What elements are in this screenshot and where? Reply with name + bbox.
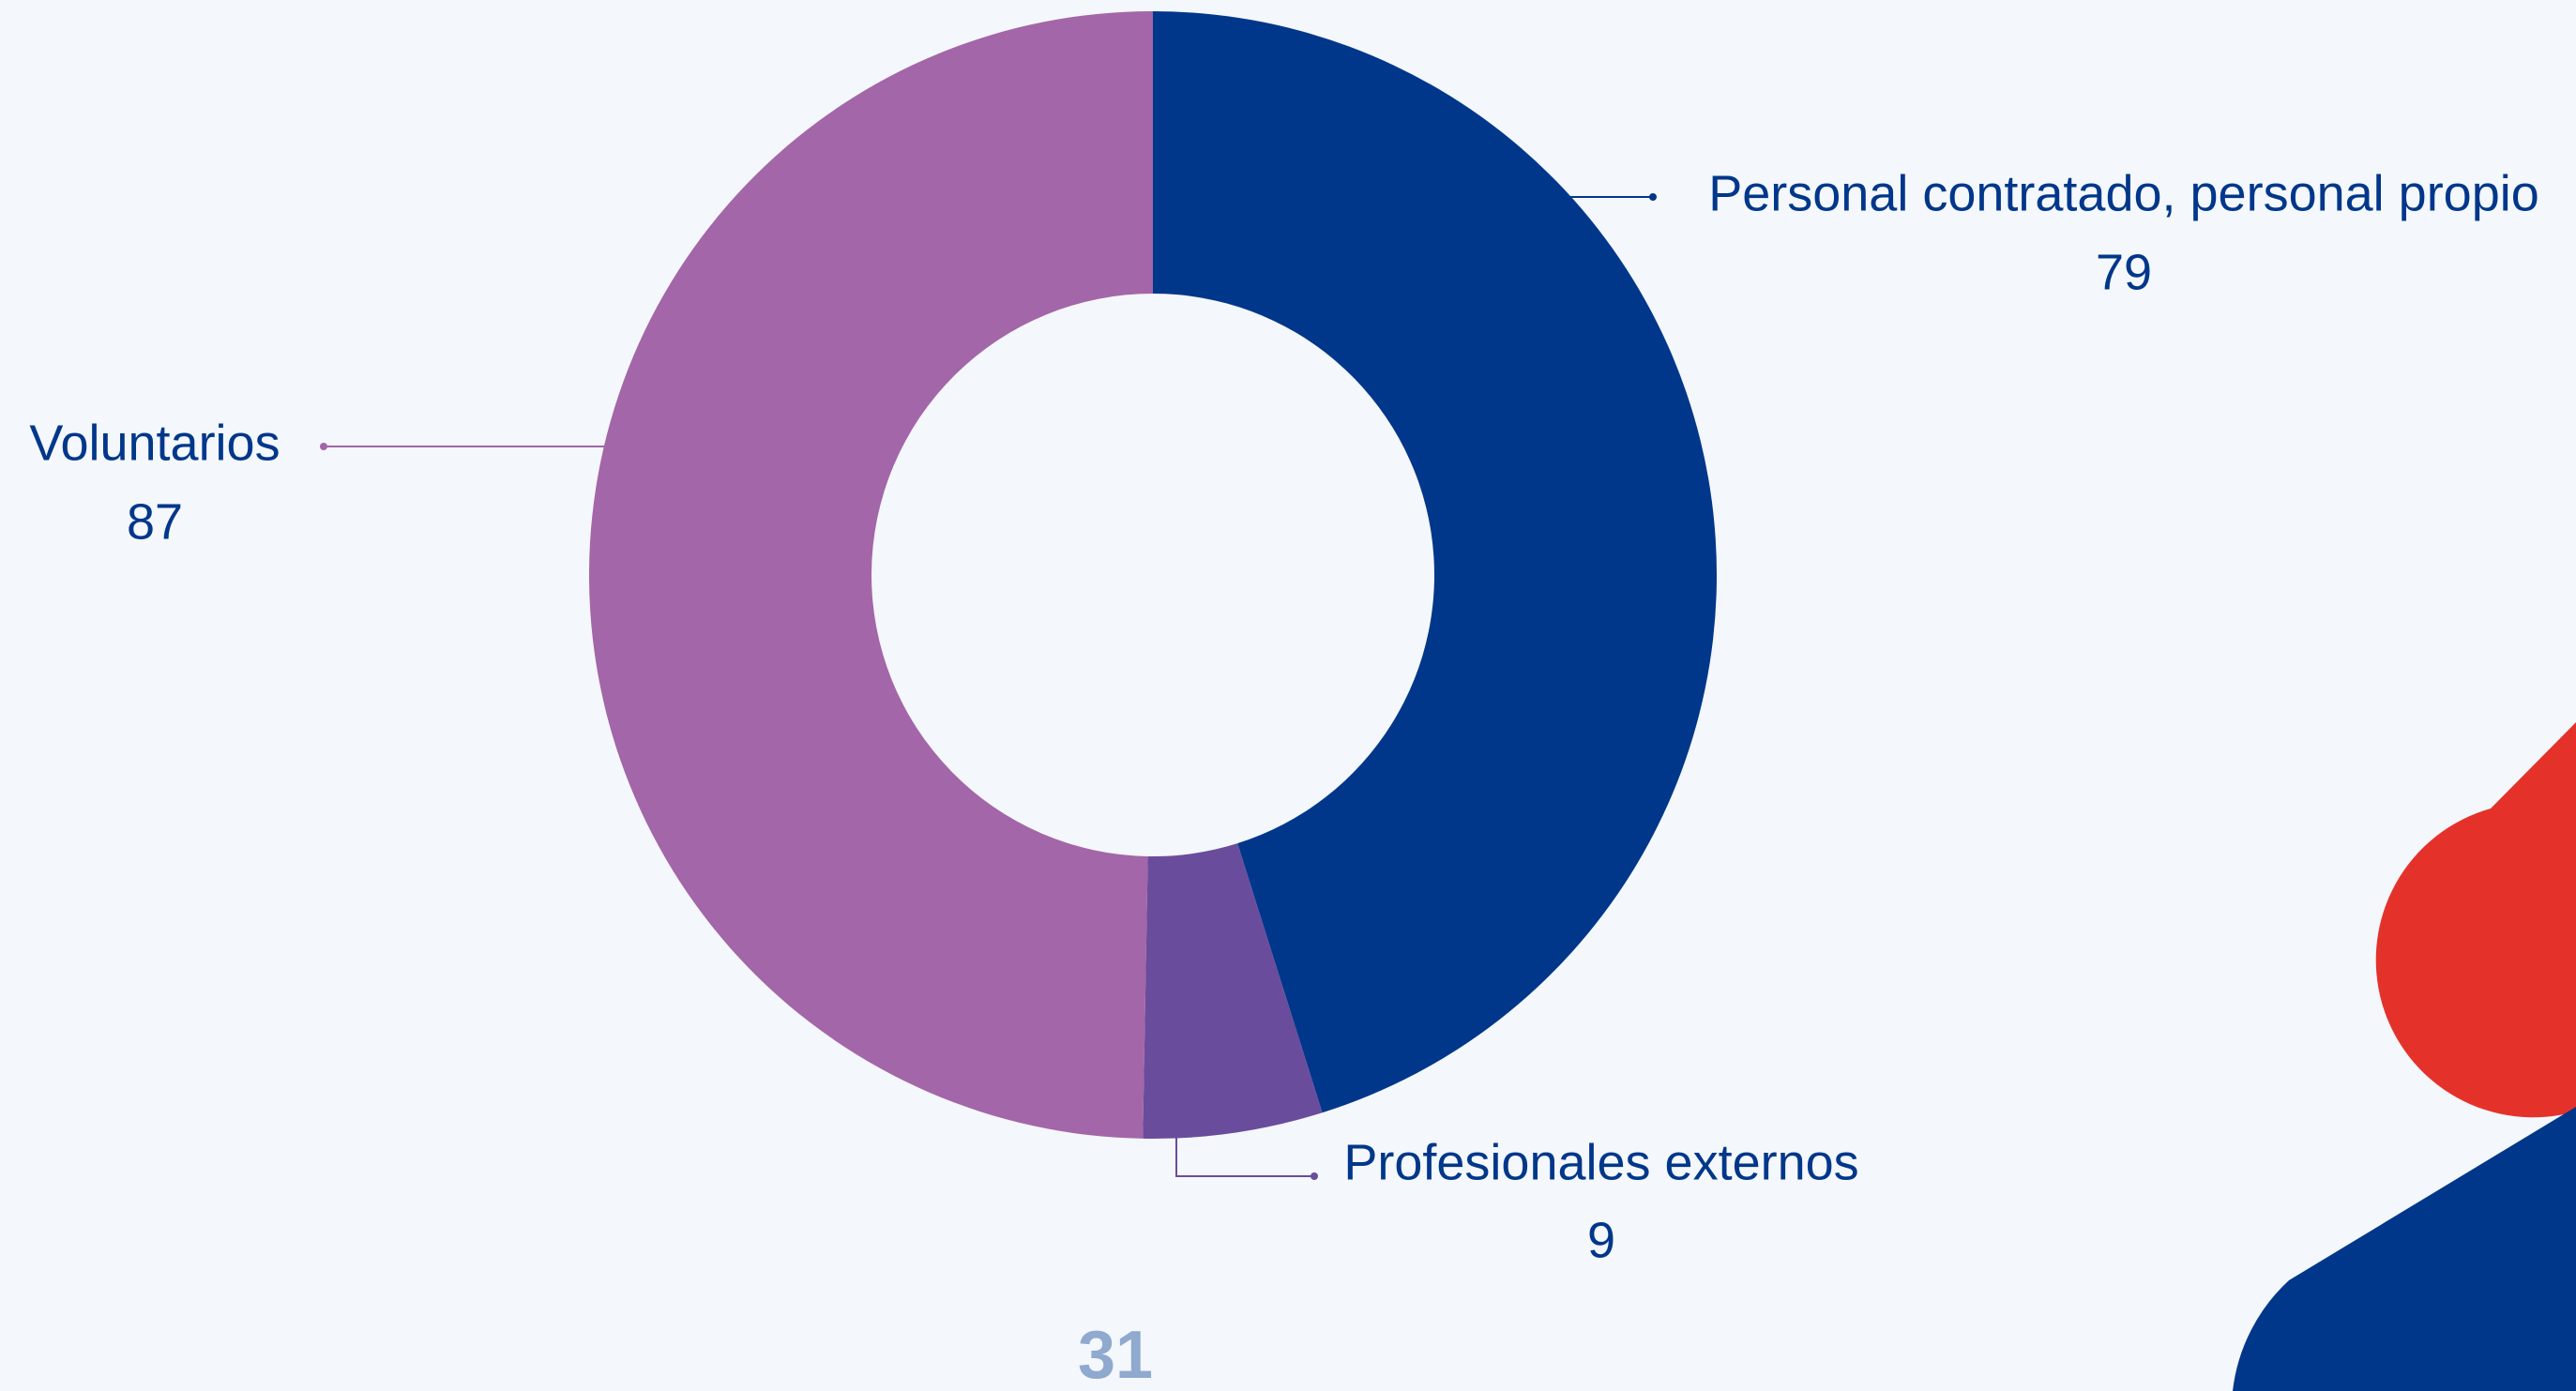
decoration (2233, 722, 2576, 1391)
donut-slice (1153, 11, 1717, 1113)
slice-label: Voluntarios (29, 415, 280, 471)
blue-shape (2233, 1107, 2576, 1391)
slice-label: Profesionales externos (1343, 1134, 1858, 1190)
slice-value: 9 (1587, 1212, 1615, 1268)
leader-line (1175, 1133, 1314, 1177)
donut-slice (1143, 843, 1323, 1139)
donut-slice (588, 11, 1153, 1139)
slice-label: Personal contratado, personal propio (1708, 165, 2539, 221)
leader-dot (1311, 1172, 1318, 1180)
slice-value: 87 (127, 493, 183, 550)
leader-dot (1649, 193, 1657, 201)
slice-value: 79 (2096, 244, 2152, 300)
red-shape (2375, 722, 2576, 1118)
page-number: 31 (1078, 1318, 1153, 1391)
leader-dot (320, 443, 327, 450)
